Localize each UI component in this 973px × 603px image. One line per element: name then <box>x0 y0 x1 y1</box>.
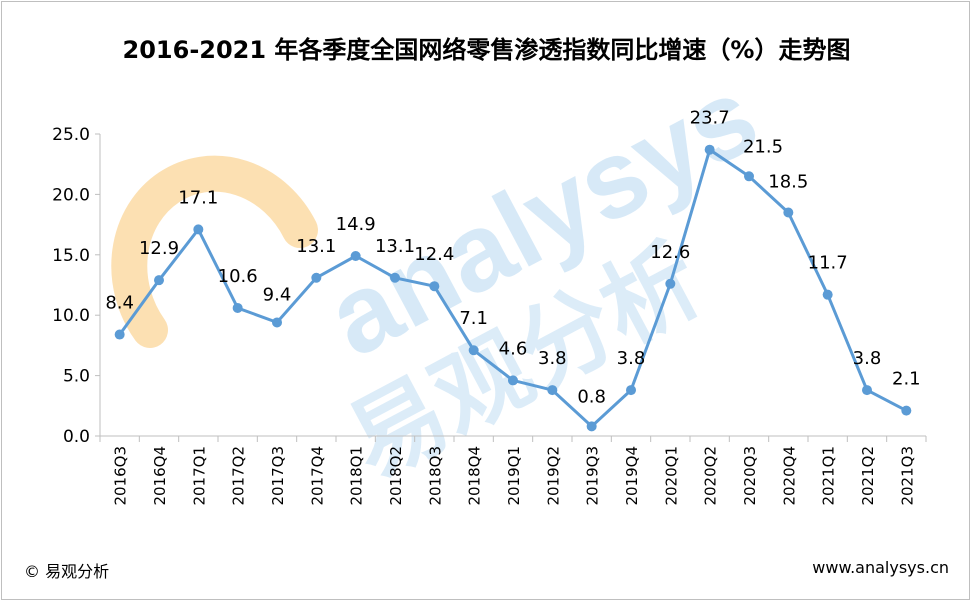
data-point <box>547 385 558 396</box>
y-tick-label: 25.0 <box>52 125 90 145</box>
y-tick-label: 10.0 <box>52 306 90 326</box>
data-label: 21.5 <box>743 136 783 157</box>
x-tick-label: 2019Q1 <box>505 446 523 506</box>
data-point <box>350 251 361 262</box>
y-tick-label: 5.0 <box>63 367 90 387</box>
data-label: 12.6 <box>650 242 690 263</box>
data-point <box>862 385 872 396</box>
data-point <box>311 272 322 283</box>
data-point <box>704 144 715 155</box>
data-point <box>232 302 243 313</box>
chart-title: 2016-2021 年各季度全国网络零售渗透指数同比增速（%）走势图 <box>122 36 851 64</box>
data-label: 8.4 <box>105 293 134 314</box>
data-label: 12.9 <box>139 238 179 259</box>
data-point <box>665 278 676 289</box>
x-tick-label: 2021Q1 <box>820 446 838 506</box>
y-tick-label: 0.0 <box>63 427 90 447</box>
y-tick-label: 20.0 <box>52 185 90 205</box>
x-tick-label: 2020Q1 <box>662 446 680 506</box>
data-labels: 8.412.917.110.69.413.114.913.1 12.47.14.6… <box>105 108 920 408</box>
data-point <box>586 421 597 432</box>
data-label: 3.8 <box>538 348 567 369</box>
data-points <box>114 144 912 432</box>
x-tick-label: 2018Q3 <box>426 446 444 506</box>
data-label: 12.4 <box>414 244 454 265</box>
x-tick-label: 2020Q4 <box>780 446 798 506</box>
data-point <box>468 345 479 356</box>
data-point <box>626 385 636 396</box>
x-axis-ticks: 2016Q3 2016Q4 2017Q1 2017Q2 2017Q3 2017Q4 2018… <box>99 436 927 506</box>
x-tick-label: 2017Q4 <box>308 446 326 506</box>
x-tick-label: 2019Q2 <box>544 446 562 506</box>
x-tick-label: 2019Q3 <box>584 446 602 506</box>
x-tick-label: 2020Q2 <box>702 446 720 506</box>
data-label: 13.1 <box>375 236 415 257</box>
x-tick-label: 2019Q4 <box>623 446 641 506</box>
x-tick-label: 2016Q3 <box>112 446 130 506</box>
data-label: 17.1 <box>178 187 218 208</box>
watermark-logo-icon <box>111 155 318 348</box>
data-point <box>901 405 912 416</box>
data-label: 9.4 <box>263 284 292 305</box>
source-url: www.analysys.cn <box>812 558 949 577</box>
data-point <box>508 375 518 386</box>
data-point <box>390 272 400 283</box>
x-tick-label: 2020Q3 <box>741 446 759 506</box>
x-tick-label: 2018Q1 <box>348 446 366 506</box>
x-tick-label: 2017Q2 <box>230 446 248 506</box>
data-label: 14.9 <box>336 214 376 235</box>
data-label: 13.1 <box>296 236 336 257</box>
data-label: 23.7 <box>690 108 730 129</box>
x-tick-label: 2017Q1 <box>190 446 208 506</box>
data-point <box>783 207 794 218</box>
data-point <box>272 317 282 328</box>
x-tick-label: 2021Q3 <box>898 446 916 506</box>
data-label: 0.8 <box>577 386 606 407</box>
data-point <box>154 275 164 286</box>
data-point <box>429 281 440 292</box>
data-label: 3.8 <box>617 348 646 369</box>
data-label: 7.1 <box>459 308 488 329</box>
data-label: 3.8 <box>853 348 882 369</box>
data-label: 2.1 <box>892 369 921 390</box>
x-tick-label: 2021Q2 <box>859 446 877 506</box>
x-tick-label: 2017Q3 <box>269 446 287 506</box>
data-label: 10.6 <box>218 266 258 287</box>
data-label: 4.6 <box>499 338 528 359</box>
x-tick-label: 2016Q4 <box>151 446 169 506</box>
data-point <box>114 329 125 340</box>
x-tick-label: 2018Q4 <box>466 446 484 506</box>
data-point <box>744 171 754 182</box>
data-point <box>193 224 204 235</box>
y-tick-label: 15.0 <box>52 246 90 266</box>
y-axis-ticks: 0.0 5.0 10.0 15.0 20.0 25.0 <box>52 125 100 447</box>
source-credit: © 易观分析 <box>24 562 110 581</box>
data-label: 18.5 <box>768 172 808 193</box>
data-point <box>822 289 833 300</box>
axes <box>99 134 926 437</box>
data-label: 11.7 <box>808 253 848 274</box>
x-tick-label: 2018Q2 <box>387 446 405 506</box>
